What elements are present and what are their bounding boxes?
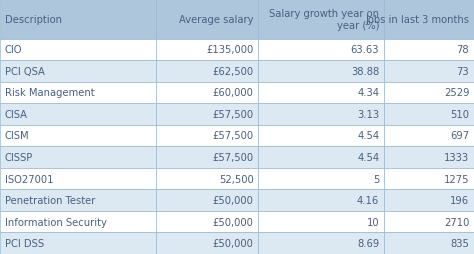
- Bar: [0, 0, 156, 39]
- Bar: [0, 189, 156, 211]
- Text: 2710: 2710: [444, 217, 469, 227]
- Bar: [156, 104, 258, 125]
- Bar: [156, 61, 258, 82]
- Bar: [0, 147, 156, 168]
- Text: £60,000: £60,000: [213, 88, 254, 98]
- Text: PCI DSS: PCI DSS: [5, 238, 44, 248]
- Text: £57,500: £57,500: [212, 152, 254, 162]
- Bar: [0, 61, 156, 82]
- Bar: [258, 104, 384, 125]
- Text: Risk Management: Risk Management: [5, 88, 94, 98]
- Bar: [258, 0, 384, 39]
- Bar: [0, 39, 156, 61]
- Bar: [258, 39, 384, 61]
- Text: 10: 10: [366, 217, 379, 227]
- Text: PCI QSA: PCI QSA: [5, 67, 45, 76]
- Text: Description: Description: [5, 15, 62, 25]
- Bar: [384, 0, 474, 39]
- Text: £57,500: £57,500: [212, 131, 254, 141]
- Bar: [156, 189, 258, 211]
- Bar: [384, 211, 474, 233]
- Text: £135,000: £135,000: [206, 45, 254, 55]
- Bar: [156, 168, 258, 189]
- Text: Average salary: Average salary: [179, 15, 254, 25]
- Bar: [258, 147, 384, 168]
- Bar: [258, 82, 384, 104]
- Bar: [258, 125, 384, 147]
- Bar: [156, 0, 258, 39]
- Text: £57,500: £57,500: [212, 109, 254, 119]
- Text: 8.69: 8.69: [357, 238, 379, 248]
- Text: 4.16: 4.16: [357, 195, 379, 205]
- Text: 4.54: 4.54: [357, 131, 379, 141]
- Bar: [384, 125, 474, 147]
- Text: 78: 78: [456, 45, 469, 55]
- Text: Salary growth year on
year (%): Salary growth year on year (%): [269, 9, 379, 30]
- Text: CISSP: CISSP: [5, 152, 33, 162]
- Bar: [0, 233, 156, 254]
- Bar: [258, 61, 384, 82]
- Text: 63.63: 63.63: [351, 45, 379, 55]
- Text: 38.88: 38.88: [351, 67, 379, 76]
- Bar: [384, 61, 474, 82]
- Bar: [258, 189, 384, 211]
- Text: 697: 697: [450, 131, 469, 141]
- Bar: [384, 104, 474, 125]
- Bar: [258, 211, 384, 233]
- Bar: [0, 168, 156, 189]
- Text: £62,500: £62,500: [212, 67, 254, 76]
- Text: CIO: CIO: [5, 45, 22, 55]
- Bar: [258, 168, 384, 189]
- Text: 510: 510: [450, 109, 469, 119]
- Bar: [258, 233, 384, 254]
- Bar: [0, 104, 156, 125]
- Bar: [156, 82, 258, 104]
- Text: 1333: 1333: [444, 152, 469, 162]
- Bar: [384, 189, 474, 211]
- Bar: [384, 82, 474, 104]
- Text: Jobs in last 3 months: Jobs in last 3 months: [365, 15, 469, 25]
- Text: 1275: 1275: [444, 174, 469, 184]
- Text: 2529: 2529: [444, 88, 469, 98]
- Text: 5: 5: [373, 174, 379, 184]
- Bar: [156, 39, 258, 61]
- Bar: [0, 125, 156, 147]
- Bar: [384, 168, 474, 189]
- Text: £50,000: £50,000: [213, 217, 254, 227]
- Bar: [0, 82, 156, 104]
- Bar: [156, 147, 258, 168]
- Text: £50,000: £50,000: [213, 238, 254, 248]
- Text: Penetration Tester: Penetration Tester: [5, 195, 95, 205]
- Text: 52,500: 52,500: [219, 174, 254, 184]
- Bar: [384, 147, 474, 168]
- Bar: [156, 125, 258, 147]
- Bar: [0, 211, 156, 233]
- Bar: [156, 211, 258, 233]
- Text: 3.13: 3.13: [357, 109, 379, 119]
- Text: 835: 835: [450, 238, 469, 248]
- Bar: [156, 233, 258, 254]
- Text: 73: 73: [456, 67, 469, 76]
- Text: £50,000: £50,000: [213, 195, 254, 205]
- Text: 196: 196: [450, 195, 469, 205]
- Text: CISM: CISM: [5, 131, 29, 141]
- Text: ISO27001: ISO27001: [5, 174, 53, 184]
- Text: CISA: CISA: [5, 109, 28, 119]
- Bar: [384, 39, 474, 61]
- Text: Information Security: Information Security: [5, 217, 107, 227]
- Bar: [384, 233, 474, 254]
- Text: 4.54: 4.54: [357, 152, 379, 162]
- Text: 4.34: 4.34: [357, 88, 379, 98]
